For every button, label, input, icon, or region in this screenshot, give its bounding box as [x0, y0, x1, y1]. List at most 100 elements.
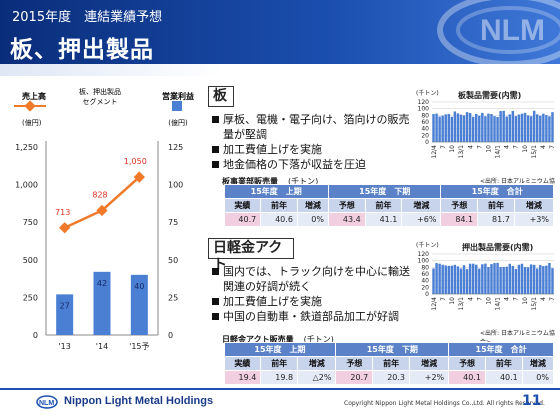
mini-demand-bar: [542, 266, 545, 294]
mini-demand-bar: [456, 266, 460, 294]
mini-y-tick: 40: [421, 278, 429, 285]
mini-demand-bar: [499, 267, 502, 294]
table-sub-header: 増減: [297, 356, 337, 371]
act-table-caption: 日軽金アクト販売量 (千トン): [222, 334, 334, 345]
mini-demand-bar: [548, 116, 551, 142]
mini-demand-bar: [459, 268, 463, 294]
mini-demand-bar: [435, 263, 438, 294]
header-divider: [0, 64, 560, 76]
mini-x-tick: 15/1: [531, 297, 538, 311]
act-sales-table: 15年度 上期 15年度 下期 15年度 合計 実績 前年 増減 予想 前年 増減 予想 前年 増減 1…: [216, 342, 555, 385]
mini-demand-bar: [450, 116, 454, 142]
mini-x-tick: 4: [504, 145, 511, 149]
act-bullet-3: 中国の自動車・鉄道部品加工が好調: [212, 309, 412, 324]
act-table-unit: (千トン): [303, 335, 334, 344]
sales-data-label: 713: [55, 208, 70, 217]
mini-y-tick: 20: [421, 284, 429, 291]
legend-sales: 売上高 (億円): [14, 91, 46, 127]
mini-demand-bar: [529, 264, 533, 294]
plate-bullet-2: 加工費値上げを実施: [212, 142, 412, 157]
table-value-cell: 0%: [521, 370, 555, 385]
svg-text:NLM: NLM: [39, 400, 54, 407]
mini-y-tick: 100: [418, 258, 430, 265]
plate-bullets: 厚板、電機・電子向け、箔向けの販売量が堅調 加工費値上げを実施 地金価格の下落が…: [212, 112, 412, 172]
table-sub-header: 予想: [440, 198, 479, 213]
extrusion-demand-unit: (千トン): [416, 242, 439, 249]
profit-bar: [93, 271, 111, 335]
table-sub-header: 増減: [401, 198, 442, 213]
mini-demand-bar: [490, 114, 493, 142]
table-value-cell: 40.6: [260, 212, 298, 227]
mini-demand-bar: [542, 113, 545, 142]
left-tick-label: 500: [23, 256, 38, 265]
mini-demand-bar: [484, 116, 487, 142]
table-sub-header: 増減: [521, 356, 555, 371]
mini-x-tick: 10: [485, 145, 492, 153]
extrusion-demand-title: 押出製品需要(内需): [462, 243, 534, 252]
mini-y-tick: 20: [421, 132, 429, 139]
table-spacer: [216, 184, 224, 199]
mini-y-tick: 0: [425, 291, 429, 298]
mini-y-tick: 80: [421, 264, 429, 271]
mini-demand-bar: [551, 268, 554, 294]
x-tick-label: '14: [96, 342, 108, 351]
mini-demand-bar: [432, 268, 435, 294]
mini-x-tick: 7: [476, 145, 483, 149]
plate-demand-unit: (千トン): [416, 90, 439, 97]
act-bullet-1: 国内では、トラック向けを中心に輸送関連の好調が続く: [212, 264, 412, 294]
copyright-text: Copyright Nippon Light Metal Holdings Co…: [344, 400, 545, 407]
mini-demand-bar: [545, 115, 548, 142]
plate-sales-table: 15年度 上期 15年度 下期 15年度 合計 実績 前年 増減 予想 前年 増減 予想 前年 増減 4…: [216, 184, 555, 227]
table-value-cell: +2%: [409, 370, 450, 385]
legend-profit: 営業利益 (億円): [162, 91, 194, 127]
table-value-cell: 19.4: [223, 370, 262, 385]
mini-x-tick: 13/1: [458, 297, 465, 311]
mini-demand-bar: [465, 112, 469, 142]
table-spacer: [216, 370, 224, 385]
table-value-cell: 41.1: [364, 212, 403, 227]
mini-y-tick: 120: [418, 99, 430, 106]
company-name: Nippon Light Metal Holdings: [64, 395, 214, 407]
mini-x-tick: 4: [504, 297, 511, 301]
mini-x-tick: 10: [449, 145, 456, 153]
table-sub-header: 実績: [223, 356, 262, 371]
mini-demand-bar: [539, 115, 542, 142]
mini-x-tick: 15/1: [531, 145, 538, 159]
table-value-cell: 40.1: [448, 370, 486, 385]
mini-y-tick: 0: [425, 139, 429, 146]
table-sub-header: 前年: [484, 356, 523, 371]
plate-bullet-1: 厚板、電機・電子向け、箔向けの販売量が堅調: [212, 112, 412, 142]
table-value-cell: 40.1: [484, 370, 523, 385]
right-tick-label: 0: [168, 331, 173, 340]
mini-demand-bar: [444, 265, 447, 294]
mini-demand-bar: [447, 113, 450, 142]
mini-demand-bar: [438, 263, 441, 294]
table-value-cell: 0%: [296, 212, 329, 227]
mini-demand-bar: [441, 264, 444, 294]
mini-demand-bar: [499, 111, 502, 142]
mini-y-tick: 80: [421, 112, 429, 119]
mini-demand-bar: [490, 264, 493, 294]
profit-bar: [56, 294, 74, 335]
table-value-cell: 20.3: [372, 370, 411, 385]
mini-y-tick: 40: [421, 126, 429, 133]
x-tick-label: '13: [58, 342, 70, 351]
table-spacer: [216, 212, 224, 227]
mini-demand-bar: [511, 265, 515, 294]
mini-demand-bar: [465, 269, 469, 294]
right-tick-label: 75: [168, 218, 178, 227]
mini-demand-bar: [548, 262, 551, 294]
mini-demand-bar: [526, 115, 530, 142]
mini-x-tick: 7: [549, 297, 556, 301]
left-tick-label: 1,000: [15, 181, 38, 190]
mini-y-tick: 60: [421, 271, 429, 278]
segment-label-plate: 板: [208, 86, 234, 107]
mini-demand-bar: [471, 116, 475, 142]
left-axis-unit: (億円): [22, 118, 42, 127]
company-logo-icon: NLM: [36, 395, 58, 409]
mini-x-tick: 10: [449, 297, 456, 305]
table-value-cell: 19.8: [260, 370, 299, 385]
mini-demand-bar: [505, 266, 508, 294]
mini-demand-bar: [502, 110, 505, 142]
mini-demand-bar: [432, 114, 435, 142]
